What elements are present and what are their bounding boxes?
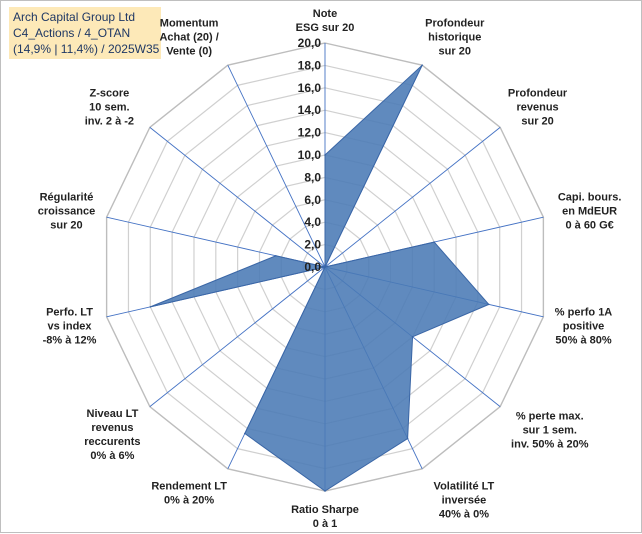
axis-label-line: revenus: [516, 102, 558, 114]
axis-label-line: Niveau LT: [87, 408, 139, 420]
axis-label-line: reccurents: [84, 436, 140, 448]
axis-label: Capi. bours. en MdEUR 0 à 60 G€: [558, 191, 622, 231]
axis-label: Profondeur revenus sur 20: [508, 88, 568, 128]
tick-label: 12,0: [298, 126, 322, 140]
axis-label-line: ESG sur 20: [296, 22, 355, 34]
data-point: [487, 303, 490, 306]
axis-label-line: vs index: [48, 321, 93, 333]
axis-label-line: en MdEUR: [562, 205, 617, 217]
axis-label-line: Régularité: [40, 191, 94, 203]
axis-label-line: Perfo. LT: [46, 307, 93, 319]
axis-label-line: % perte max.: [516, 410, 584, 422]
axis-label-line: Z-score: [89, 88, 129, 100]
axis-label: Z-score 10 sem. inv. 2 à -2: [85, 88, 134, 128]
axis-label-line: inversée: [442, 494, 487, 506]
data-point: [324, 154, 326, 156]
axis-label-line: Profondeur: [508, 88, 568, 100]
tick-label: 20,0: [298, 36, 322, 50]
axis-label: Rendement LT 0% à 20%: [151, 480, 227, 506]
axis-label-line: sur 20: [50, 219, 82, 231]
axis-label: Perfo. LT vs index -8% à 12%: [43, 307, 97, 347]
tick-labels: 0,0 2,0 4,0 6,0 8,0 10,0 12,0 14,0 16,0 18,0 20,0: [298, 36, 322, 274]
axis-label: Note ESG sur 20: [296, 8, 355, 34]
axis-spoke: [227, 64, 326, 268]
axis-label: Niveau LT revenus reccurents 0% à 6%: [84, 408, 140, 462]
data-point: [324, 490, 326, 492]
data-point: [411, 336, 414, 338]
tick-label: 0,0: [304, 260, 321, 274]
axis-label: Volatilité LT inversée 40% à 0%: [434, 480, 495, 520]
axis-label: Profondeur historique sur 20: [425, 18, 485, 58]
axis-label-line: 0 à 60 G€: [565, 219, 613, 231]
tick-label: 2,0: [304, 238, 321, 252]
company-name: Arch Capital Group Ltd: [13, 10, 136, 24]
portfolio-label: C4_Actions / 4_OTAN: [13, 26, 131, 40]
series-area: [150, 64, 490, 492]
data-point: [421, 64, 423, 66]
axis-label-line: 10 sem.: [89, 102, 129, 114]
axis-label-line: inv. 2 à -2: [85, 116, 134, 128]
axis-spoke: [149, 126, 326, 268]
axis-label-line: positive: [563, 321, 605, 333]
axis-label-line: 0% à 20%: [164, 494, 214, 506]
data-point: [324, 266, 326, 268]
tick-label: 10,0: [298, 148, 322, 162]
period-label: (14,9% | 11,4%) / 2025W35: [13, 42, 160, 56]
data-point: [433, 241, 435, 243]
axis-labels: Note ESG sur 20 Profondeur historique sur 20…: [38, 8, 622, 530]
axis-label-line: Ratio Sharpe: [291, 504, 359, 516]
axis-label: Ratio Sharpe 0 à 1: [291, 504, 359, 530]
tick-label: 18,0: [298, 58, 322, 72]
axis-label-line: 40% à 0%: [439, 508, 489, 520]
tick-label: 14,0: [298, 103, 322, 117]
axis-label-line: sur 20: [439, 46, 471, 58]
axis-label-line: inv. 50% à 20%: [511, 438, 589, 450]
axis-label-line: % perfo 1A: [555, 307, 613, 319]
axis-label-line: Profondeur: [425, 18, 485, 30]
tick-label: 4,0: [304, 215, 321, 229]
axis-label-line: Momentum: [160, 18, 219, 30]
axis-label-line: Rendement LT: [151, 480, 227, 492]
axis-label-line: Vente (0): [166, 46, 212, 58]
axis-label-line: 0 à 1: [313, 518, 337, 530]
axis-label-line: Capi. bours.: [558, 191, 622, 203]
axis-label-line: revenus: [91, 422, 133, 434]
data-point: [149, 306, 152, 308]
axis-spoke: [149, 266, 326, 408]
axis-label-line: sur 20: [521, 116, 553, 128]
axis-spoke: [324, 126, 501, 268]
axis-label-line: 50% à 80%: [555, 335, 611, 347]
axis-label-line: historique: [428, 32, 481, 44]
data-point: [275, 254, 277, 257]
axis-label: % perte max. sur 1 sem. inv. 50% à 20%: [511, 410, 589, 450]
tick-label: 6,0: [304, 193, 321, 207]
axis-label-line: Note: [313, 8, 337, 20]
axis-label-line: croissance: [38, 205, 95, 217]
axis-label-line: 0% à 6%: [90, 450, 134, 462]
axis-label-line: sur 1 sem.: [523, 424, 577, 436]
axis-label-line: -8% à 12%: [43, 335, 97, 347]
tick-label: 16,0: [298, 81, 322, 95]
data-points: [149, 64, 490, 492]
tick-label: 8,0: [304, 170, 321, 184]
axis-label: Régularité croissance sur 20: [38, 191, 95, 231]
axis-label: Momentum Achat (20) / Vente (0): [159, 18, 218, 58]
axis-label: % perfo 1A positive 50% à 80%: [555, 307, 613, 347]
axis-label-line: Achat (20) /: [159, 32, 218, 44]
axis-label-line: Volatilité LT: [434, 480, 495, 492]
data-point: [244, 432, 246, 435]
chart-header: Arch Capital Group Ltd C4_Actions / 4_OT…: [9, 7, 161, 59]
data-point: [406, 437, 409, 440]
